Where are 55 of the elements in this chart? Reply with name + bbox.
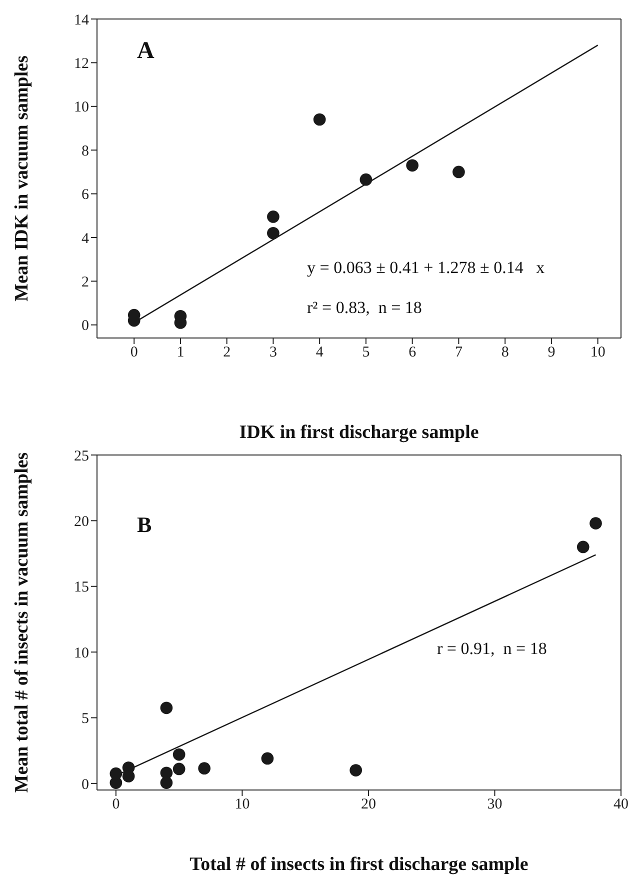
- y-tick-label: 0: [82, 776, 89, 793]
- annotation: r² = 0.83, n = 18: [307, 298, 422, 318]
- y-axis-title: Mean total # of insects in vacuum samples: [12, 452, 33, 793]
- point: [350, 764, 362, 776]
- point: [313, 113, 326, 126]
- point: [261, 752, 274, 765]
- point: [576, 540, 590, 554]
- point: [198, 762, 211, 774]
- y-tick-label: 8: [82, 143, 89, 160]
- y-tick-label: 14: [74, 12, 90, 28]
- y-tick-label: 0: [82, 318, 89, 334]
- x-axis-title: IDK in first discharge sample: [239, 422, 479, 443]
- annotation: y = 0.063 ± 0.41 + 1.278 ± 0.14 x: [307, 258, 545, 278]
- x-tick-label: 20: [360, 796, 376, 813]
- y-tick-label: 20: [74, 514, 89, 530]
- y-tick-label: 10: [74, 645, 89, 662]
- x-tick-label: 4: [316, 344, 324, 361]
- x-tick-label: 2: [223, 344, 231, 361]
- y-tick-label: 15: [74, 580, 89, 596]
- point: [360, 173, 372, 186]
- point: [172, 762, 186, 776]
- annotation: r = 0.91, n = 18: [437, 639, 547, 659]
- x-tick-label: 40: [614, 796, 628, 813]
- annotation: B: [137, 512, 152, 538]
- annotation: A: [137, 38, 154, 65]
- x-tick-label: 30: [487, 796, 502, 813]
- y-tick-label: 5: [82, 711, 89, 728]
- x-tick-label: 7: [454, 344, 463, 361]
- point: [160, 702, 173, 714]
- point: [160, 776, 173, 789]
- x-tick-label: 0: [130, 344, 138, 361]
- x-tick-label: 0: [112, 796, 120, 813]
- point: [452, 166, 465, 178]
- y-axis-title: Mean IDK in vacuum samples: [12, 56, 33, 302]
- point: [172, 748, 186, 761]
- point: [406, 159, 419, 172]
- point: [267, 226, 280, 240]
- y-tick-label: 4: [82, 230, 90, 247]
- y-tick-label: 12: [74, 56, 89, 72]
- x-tick-label: 10: [234, 796, 250, 813]
- y-tick-label: 10: [74, 100, 89, 116]
- y-tick-label: 6: [82, 187, 90, 204]
- x-tick-label: 9: [548, 344, 556, 361]
- y-tick-label: 25: [74, 448, 89, 464]
- x-tick-label: 8: [501, 344, 509, 361]
- point: [267, 210, 280, 223]
- x-tick-label: 10: [590, 344, 606, 361]
- y-tick-label: 2: [82, 274, 89, 291]
- x-tick-label: 5: [362, 344, 370, 361]
- x-tick-label: 6: [408, 344, 417, 361]
- x-tick-label: 3: [269, 344, 277, 361]
- x-tick-label: 1: [176, 344, 184, 361]
- x-axis-title: Total # of insects in first discharge sample: [190, 854, 528, 875]
- point: [110, 767, 122, 780]
- point: [590, 517, 602, 530]
